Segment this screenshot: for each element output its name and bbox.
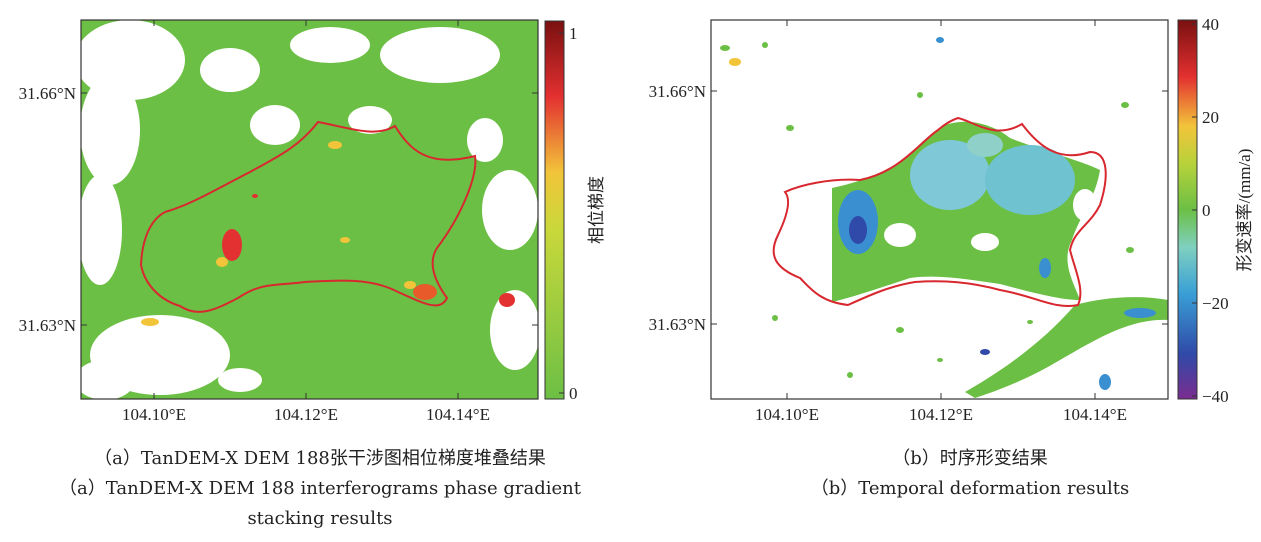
caption-b-zh: （b）时序形变结果 [892,448,1048,469]
colorbar-tick: 0 [569,384,578,403]
gradient-hotspots [141,141,515,326]
landslide-boundary-b [772,116,1107,307]
panel-b: 31.66°N 31.63°N 104.10°E 104.12°E 104.14… [649,15,1254,424]
caption-b: （b）时序形变结果 （b）Temporal deformation result… [690,444,1250,504]
colorbar-tick: −20 [1202,294,1229,313]
colorbar-title-a: 相位梯度 [587,176,606,244]
colorbar-tick: 1 [569,24,578,43]
colorbar-tick: −40 [1202,387,1229,406]
caption-b-en: （b）Temporal deformation results [810,478,1130,499]
x-tick-label: 104.10°E [755,405,819,424]
colorbar-tick: 0 [1202,201,1211,220]
landslide-boundary-a [139,120,477,313]
deformation-pixels [720,37,1168,398]
colorbar-tick: 20 [1202,108,1219,127]
colorbar-tick: 40 [1202,15,1219,34]
y-tick-label: 31.66°N [19,84,76,103]
panel-a: 31.66°N 31.63°N 104.10°E 104.12°E 104.14… [19,19,606,424]
decorrelation-areas [81,20,538,399]
y-tick-label: 31.66°N [649,82,706,101]
x-tick-label: 104.14°E [1063,405,1127,424]
x-tick-label: 104.12°E [274,405,338,424]
colorbar-a [544,20,565,400]
colorbar-title-b: 形变速率/(mm/a) [1235,149,1254,272]
axis-ticks-b [711,20,1168,399]
caption-a-en-line2: stacking results [247,508,393,529]
x-tick-label: 104.14°E [426,405,490,424]
y-tick-label: 31.63°N [19,316,76,335]
x-tick-label: 104.12°E [909,405,973,424]
y-tick-label: 31.63°N [649,315,706,334]
caption-a-zh: （a）TanDEM-X DEM 188张干涉图相位梯度堆叠结果 [94,448,546,469]
caption-a: （a）TanDEM-X DEM 188张干涉图相位梯度堆叠结果 （a）TanDE… [10,444,630,534]
x-tick-label: 104.10°E [122,405,186,424]
axes-frame-a [80,19,539,400]
axes-frame-b [710,19,1169,400]
axis-ticks-a [81,20,538,399]
caption-a-en-line1: （a）TanDEM-X DEM 188 interferograms phase… [59,478,581,499]
